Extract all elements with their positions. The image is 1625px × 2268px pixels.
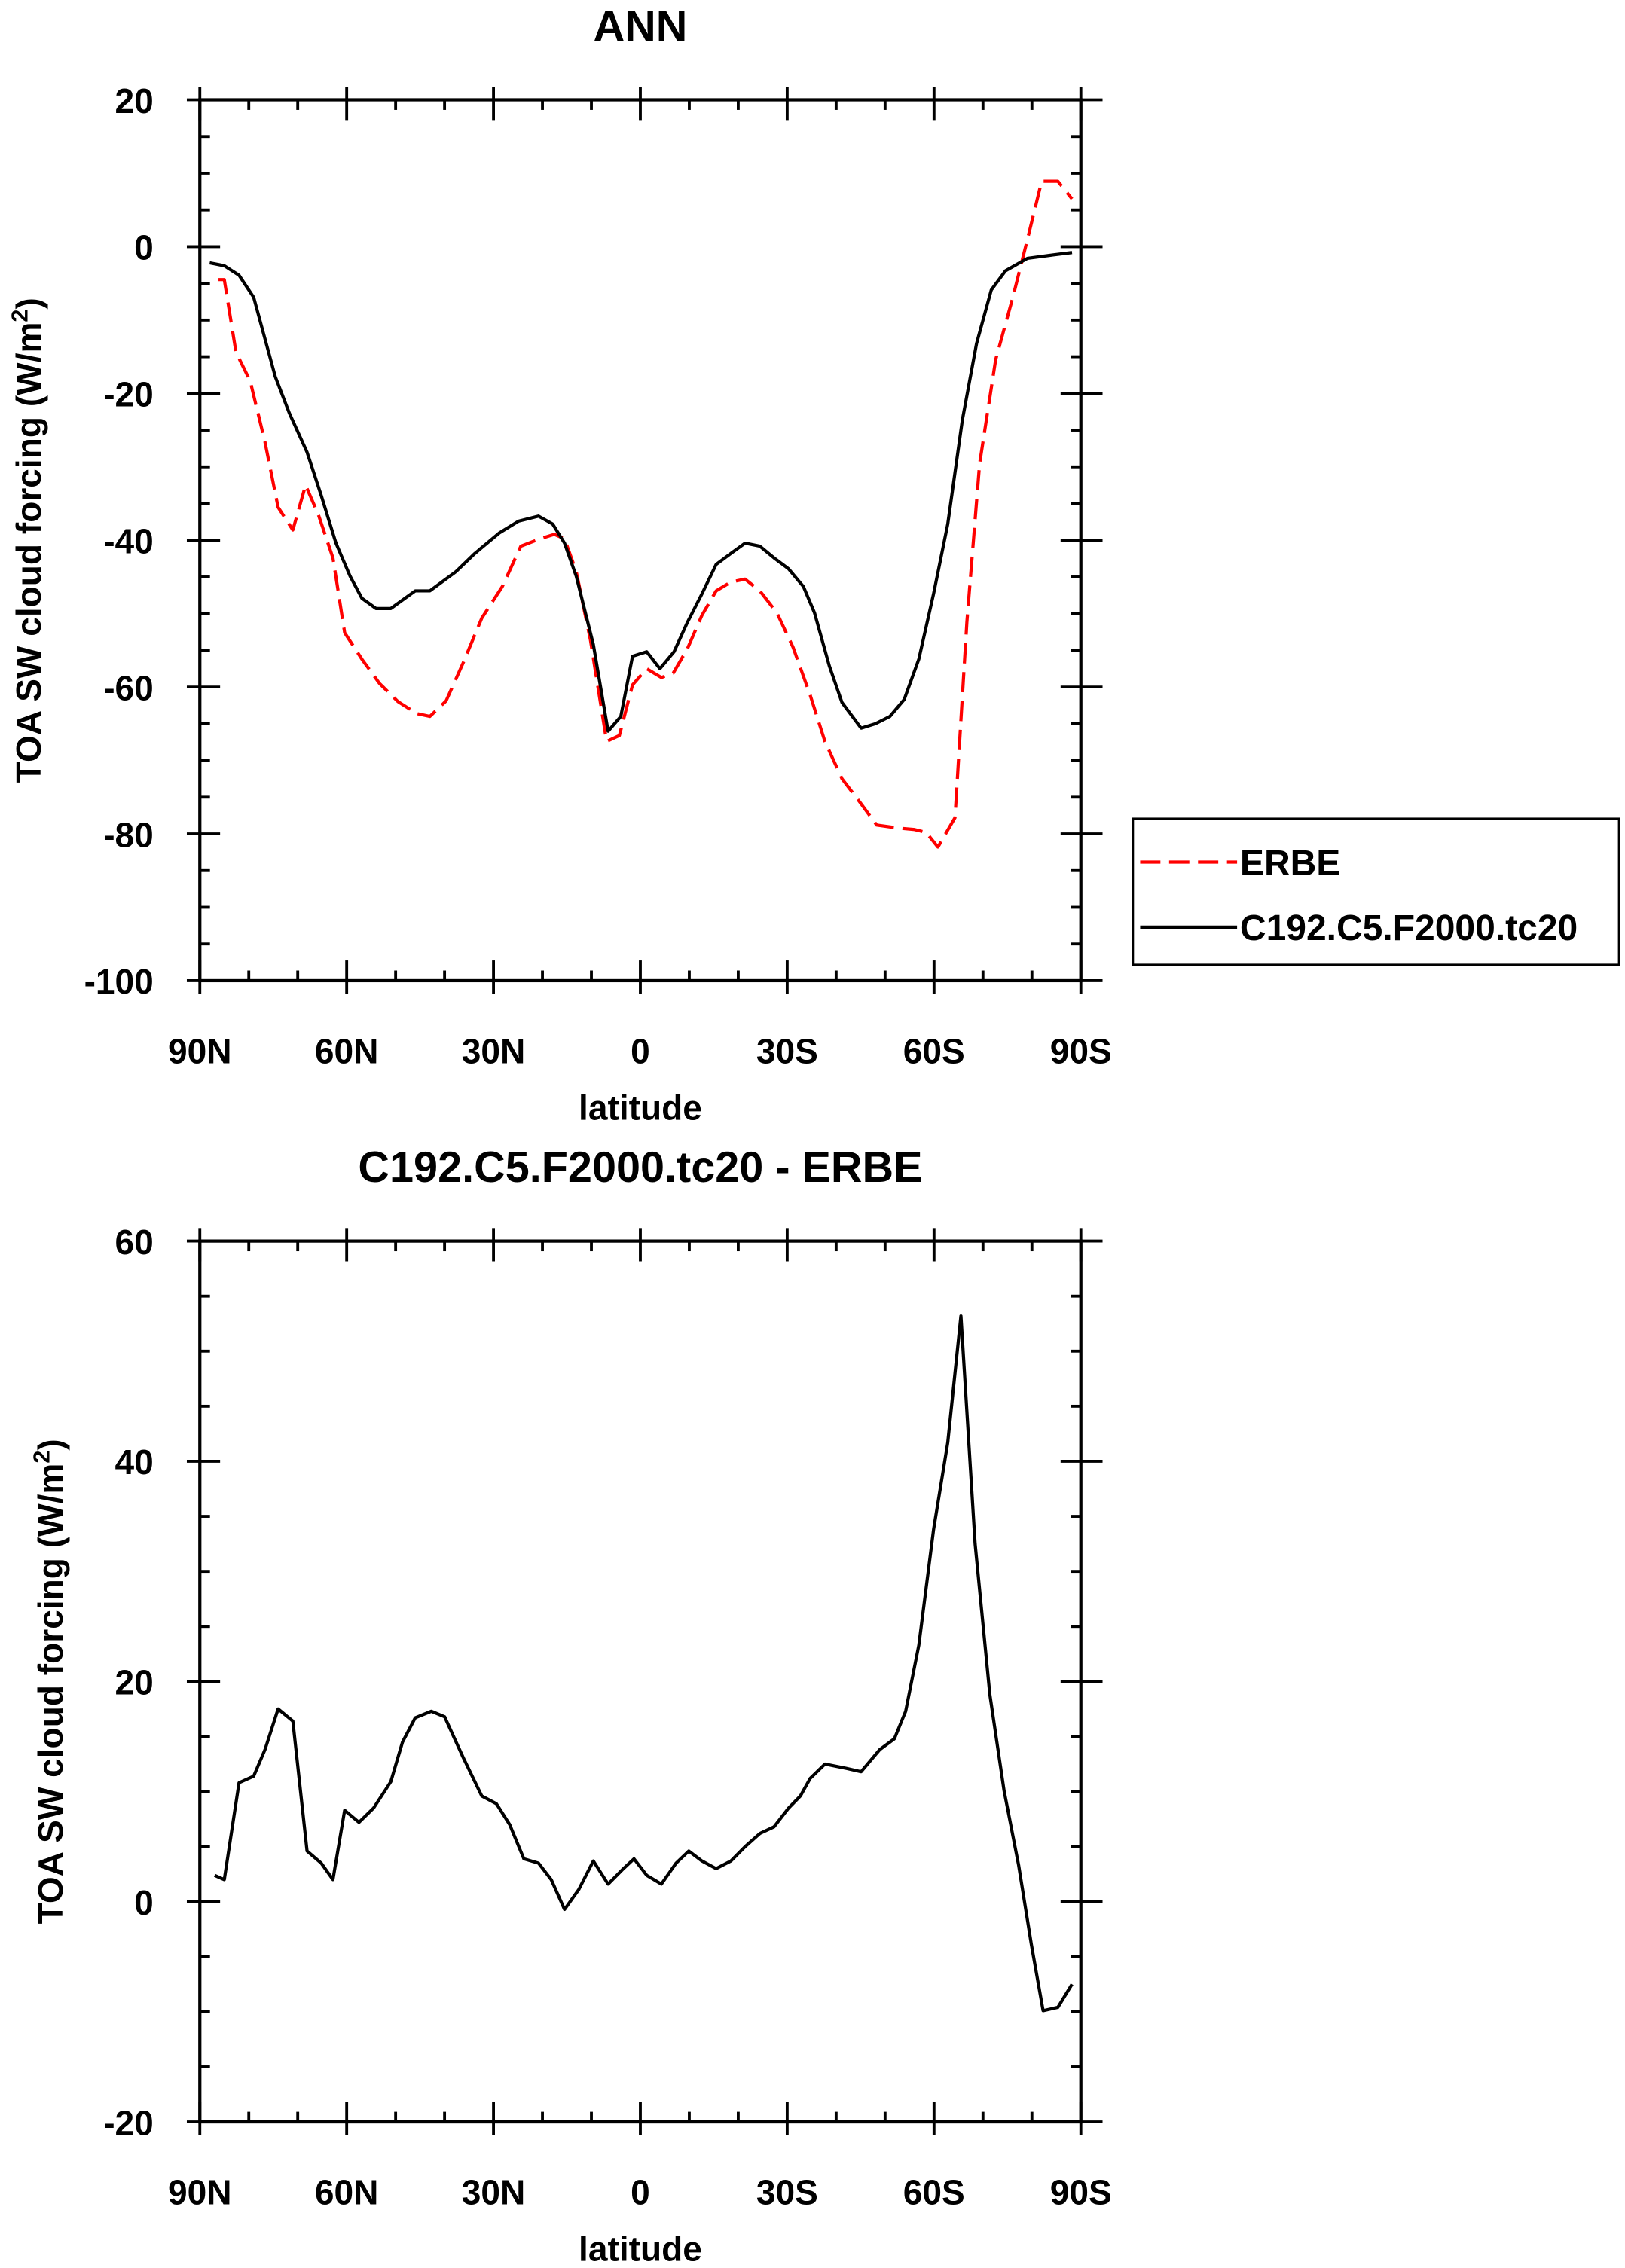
- x-tick-label: 60N: [315, 2173, 379, 2212]
- y-axis-label-sup: 2: [7, 309, 33, 322]
- x-tick-label: 30S: [756, 1031, 818, 1070]
- x-tick-label: 30S: [756, 2173, 818, 2212]
- x-tick-label: 0: [631, 2173, 650, 2212]
- y-tick-label: 20: [115, 81, 154, 121]
- y-axis-label: TOA SW cloud forcing (W/m2): [7, 298, 48, 783]
- x-tick-label: 60S: [903, 1031, 965, 1070]
- x-tick-label: 60N: [315, 1031, 379, 1070]
- y-tick-label: 0: [134, 228, 154, 267]
- y-axis-label-main: TOA SW cloud forcing (W/m: [9, 322, 48, 783]
- y-tick-label: 20: [115, 1663, 154, 1702]
- legend: ERBE C192.C5.F2000.tc20: [1132, 817, 1620, 966]
- y-axis-label-end: ): [9, 298, 48, 309]
- x-axis-label: latitude: [579, 1088, 702, 1127]
- plot-frame: [198, 98, 1083, 983]
- chart-title: C192.C5.F2000.tc20 - ERBE: [358, 1143, 922, 1192]
- axis-ticks: [186, 87, 1103, 994]
- y-tick-label: -80: [103, 815, 154, 854]
- series-line-erbe: [218, 179, 1074, 849]
- y-tick-label: 40: [115, 1442, 154, 1482]
- x-tick-label: 90S: [1050, 2173, 1112, 2212]
- y-tick-label: -60: [103, 668, 154, 707]
- x-tick-label: 60S: [903, 2173, 965, 2212]
- x-tick-label: 90N: [168, 2173, 232, 2212]
- y-axis-label: TOA SW cloud forcing (W/m2): [29, 1439, 70, 1924]
- x-tick-label: 30N: [462, 1031, 526, 1070]
- y-tick-label: -100: [84, 962, 154, 1001]
- chart-title: ANN: [594, 2, 688, 50]
- x-tick-label: 0: [631, 1031, 650, 1070]
- x-tick-label: 90N: [168, 1031, 232, 1070]
- y-axis-label-main: TOA SW cloud forcing (W/m: [31, 1464, 70, 1925]
- y-tick-label: -20: [103, 2103, 154, 2142]
- chart-1: ANN 20 0 -20 -40 -60 -80 -100 90N 60N 30N 0 30S 60S 90…: [7, 2, 1620, 1127]
- legend-box: [1132, 817, 1620, 966]
- y-tick-label: 60: [115, 1223, 154, 1262]
- x-tick-label: 90S: [1050, 1031, 1112, 1070]
- legend-entry: ERBE: [1240, 844, 1340, 884]
- series-line-c192-c5-f2000-tc20: [209, 251, 1073, 733]
- x-axis-label: latitude: [579, 2229, 702, 2268]
- x-tick-label: 30N: [462, 2173, 526, 2212]
- y-tick-label: 0: [134, 1883, 154, 1922]
- series-line-difference: [213, 1314, 1074, 2013]
- y-axis-label-end: ): [31, 1439, 70, 1450]
- y-tick-label: -40: [103, 522, 154, 561]
- plot-frame: [198, 1239, 1083, 2124]
- y-axis-label-sup: 2: [29, 1451, 55, 1464]
- legend-entry: C192.C5.F2000.tc20: [1240, 908, 1578, 948]
- y-tick-label: -20: [103, 375, 154, 414]
